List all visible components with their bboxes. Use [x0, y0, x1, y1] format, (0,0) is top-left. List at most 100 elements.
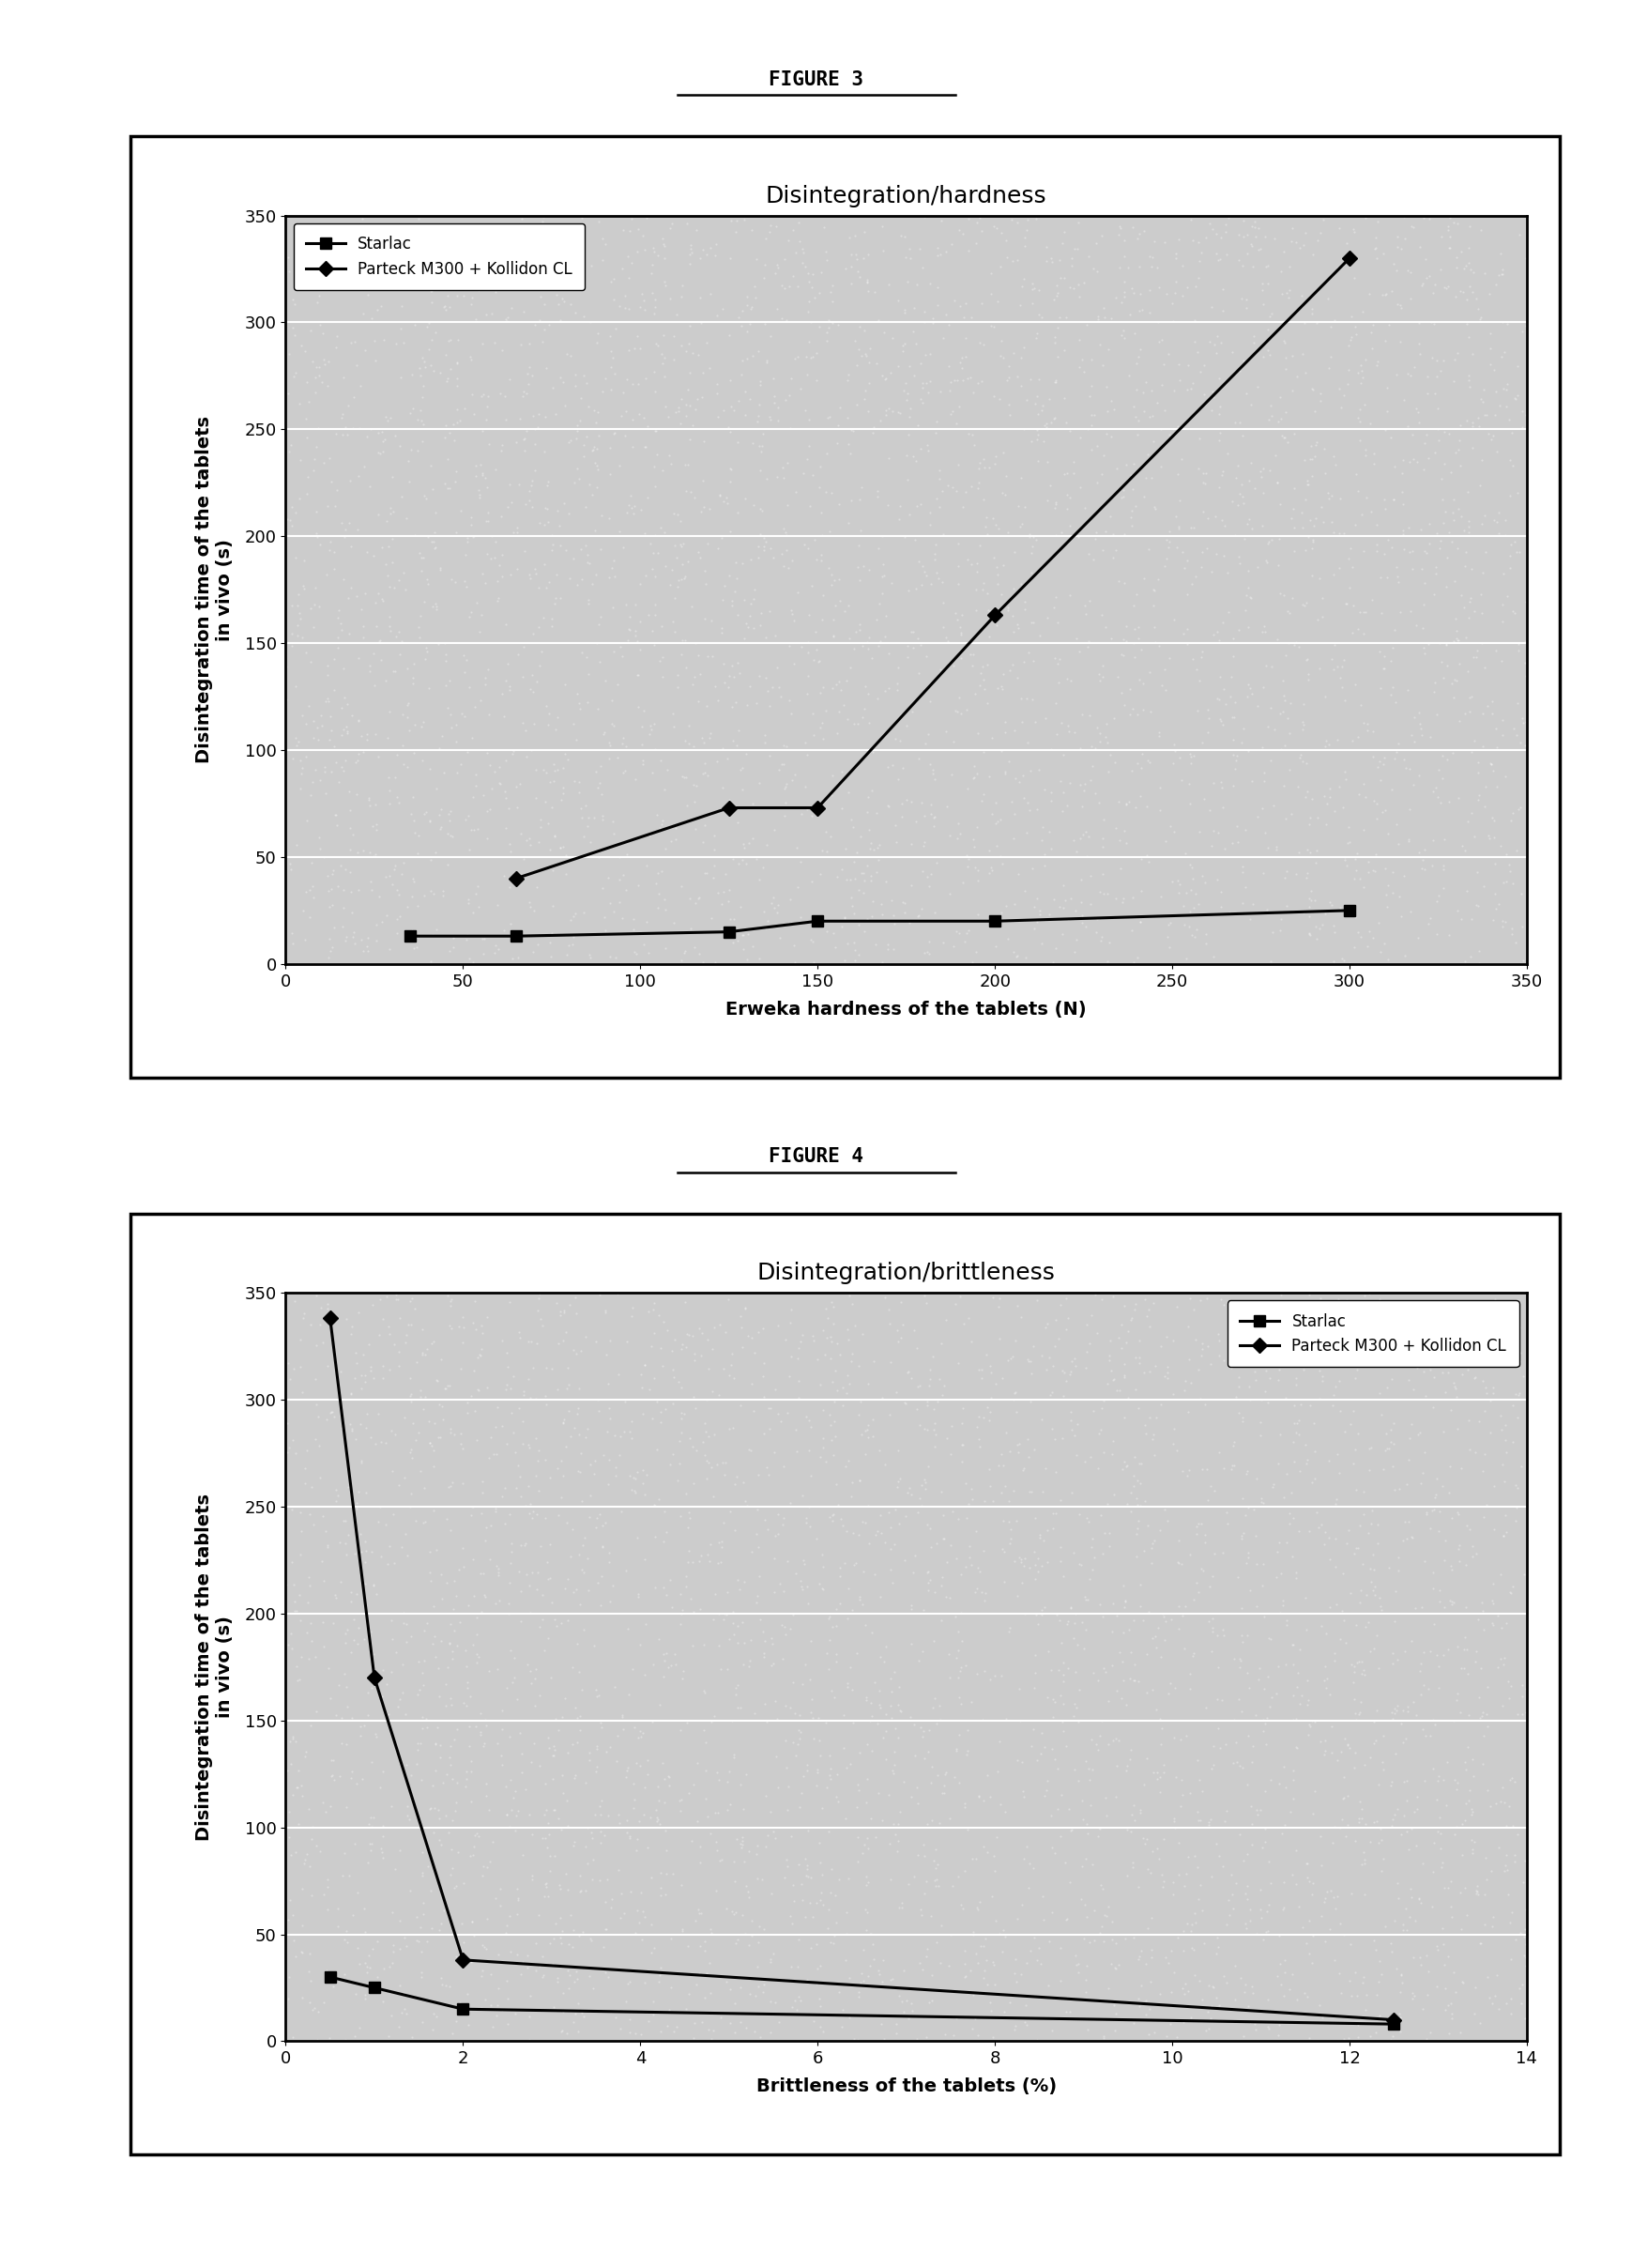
- Point: [348, 1515, 374, 1551]
- Point: [1467, 381, 1493, 417]
- Point: [605, 1805, 632, 1842]
- Point: [751, 528, 777, 565]
- Point: [468, 596, 494, 633]
- Point: [1041, 1495, 1067, 1531]
- Point: [1381, 1572, 1407, 1608]
- Point: [297, 871, 323, 907]
- Point: [1152, 1939, 1178, 1975]
- Point: [281, 286, 307, 322]
- Point: [307, 830, 333, 866]
- Point: [1286, 1513, 1312, 1549]
- Point: [1015, 1871, 1041, 1907]
- Point: [570, 426, 596, 463]
- Point: [1227, 1692, 1253, 1728]
- Point: [1089, 1703, 1115, 1740]
- Point: [858, 640, 885, 676]
- Point: [847, 1955, 873, 1991]
- Point: [439, 1633, 465, 1669]
- Point: [410, 742, 436, 778]
- Point: [1072, 1579, 1098, 1615]
- Point: [273, 680, 299, 717]
- Point: [1012, 1540, 1038, 1576]
- Point: [1009, 569, 1035, 606]
- Point: [441, 463, 467, 499]
- Point: [1410, 585, 1436, 621]
- Point: [586, 1393, 612, 1429]
- Point: [308, 708, 335, 744]
- Point: [682, 1903, 708, 1939]
- Point: [431, 1892, 457, 1928]
- Point: [1413, 417, 1439, 454]
- Point: [625, 1576, 651, 1613]
- Point: [961, 1839, 987, 1876]
- Point: [432, 1796, 459, 1833]
- Point: [976, 1778, 1002, 1814]
- Point: [1028, 823, 1054, 860]
- Point: [1304, 1304, 1330, 1340]
- Point: [431, 626, 457, 662]
- Point: [406, 1644, 432, 1681]
- Point: [1124, 744, 1151, 780]
- Point: [1361, 1703, 1387, 1740]
- Point: [982, 1903, 1009, 1939]
- Point: [1487, 1397, 1513, 1433]
- Point: [444, 1765, 470, 1801]
- Point: [725, 299, 751, 336]
- Point: [555, 1349, 581, 1386]
- Point: [1283, 1728, 1309, 1765]
- Point: [1232, 1456, 1258, 1492]
- Point: [979, 719, 1005, 755]
- Point: [747, 608, 774, 644]
- Point: [973, 1921, 999, 1957]
- Point: [400, 803, 426, 839]
- Point: [953, 1465, 979, 1501]
- Point: [299, 1470, 325, 1506]
- Point: [692, 1923, 718, 1960]
- Point: [1087, 1411, 1113, 1447]
- Point: [1173, 372, 1200, 408]
- Point: [1337, 322, 1363, 358]
- Point: [1235, 463, 1262, 499]
- Point: [304, 284, 330, 320]
- Point: [1124, 1510, 1151, 1547]
- Point: [744, 1579, 770, 1615]
- Point: [1244, 1796, 1270, 1833]
- Point: [730, 544, 756, 581]
- Point: [377, 209, 403, 245]
- Point: [1368, 1853, 1394, 1889]
- Point: [547, 1871, 573, 1907]
- Point: [398, 431, 424, 467]
- Point: [1363, 1932, 1389, 1969]
- Point: [867, 1497, 893, 1533]
- Point: [1392, 748, 1418, 785]
- Point: [1317, 1708, 1343, 1744]
- Point: [1408, 551, 1435, 587]
- Point: [651, 1785, 677, 1821]
- Point: [1283, 1669, 1309, 1706]
- Point: [1435, 268, 1461, 304]
- Point: [1325, 1955, 1351, 1991]
- Point: [1469, 372, 1495, 408]
- Point: [390, 1647, 416, 1683]
- Point: [1293, 860, 1319, 896]
- Point: [1074, 628, 1100, 665]
- Point: [1490, 1517, 1516, 1554]
- Point: [444, 404, 470, 440]
- Point: [459, 519, 485, 556]
- Point: [999, 202, 1025, 238]
- Point: [847, 1463, 873, 1499]
- Point: [1390, 1796, 1417, 1833]
- Point: [432, 363, 459, 399]
- Point: [1443, 1683, 1469, 1719]
- Point: [596, 456, 622, 492]
- Point: [1488, 603, 1514, 640]
- Point: [1175, 1340, 1201, 1377]
- Point: [731, 581, 757, 617]
- Point: [922, 526, 948, 562]
- Point: [1506, 1374, 1532, 1411]
- Point: [1075, 379, 1102, 415]
- Point: [1371, 481, 1397, 517]
- Point: [906, 1642, 932, 1678]
- Point: [403, 1676, 429, 1712]
- Point: [1115, 1313, 1141, 1349]
